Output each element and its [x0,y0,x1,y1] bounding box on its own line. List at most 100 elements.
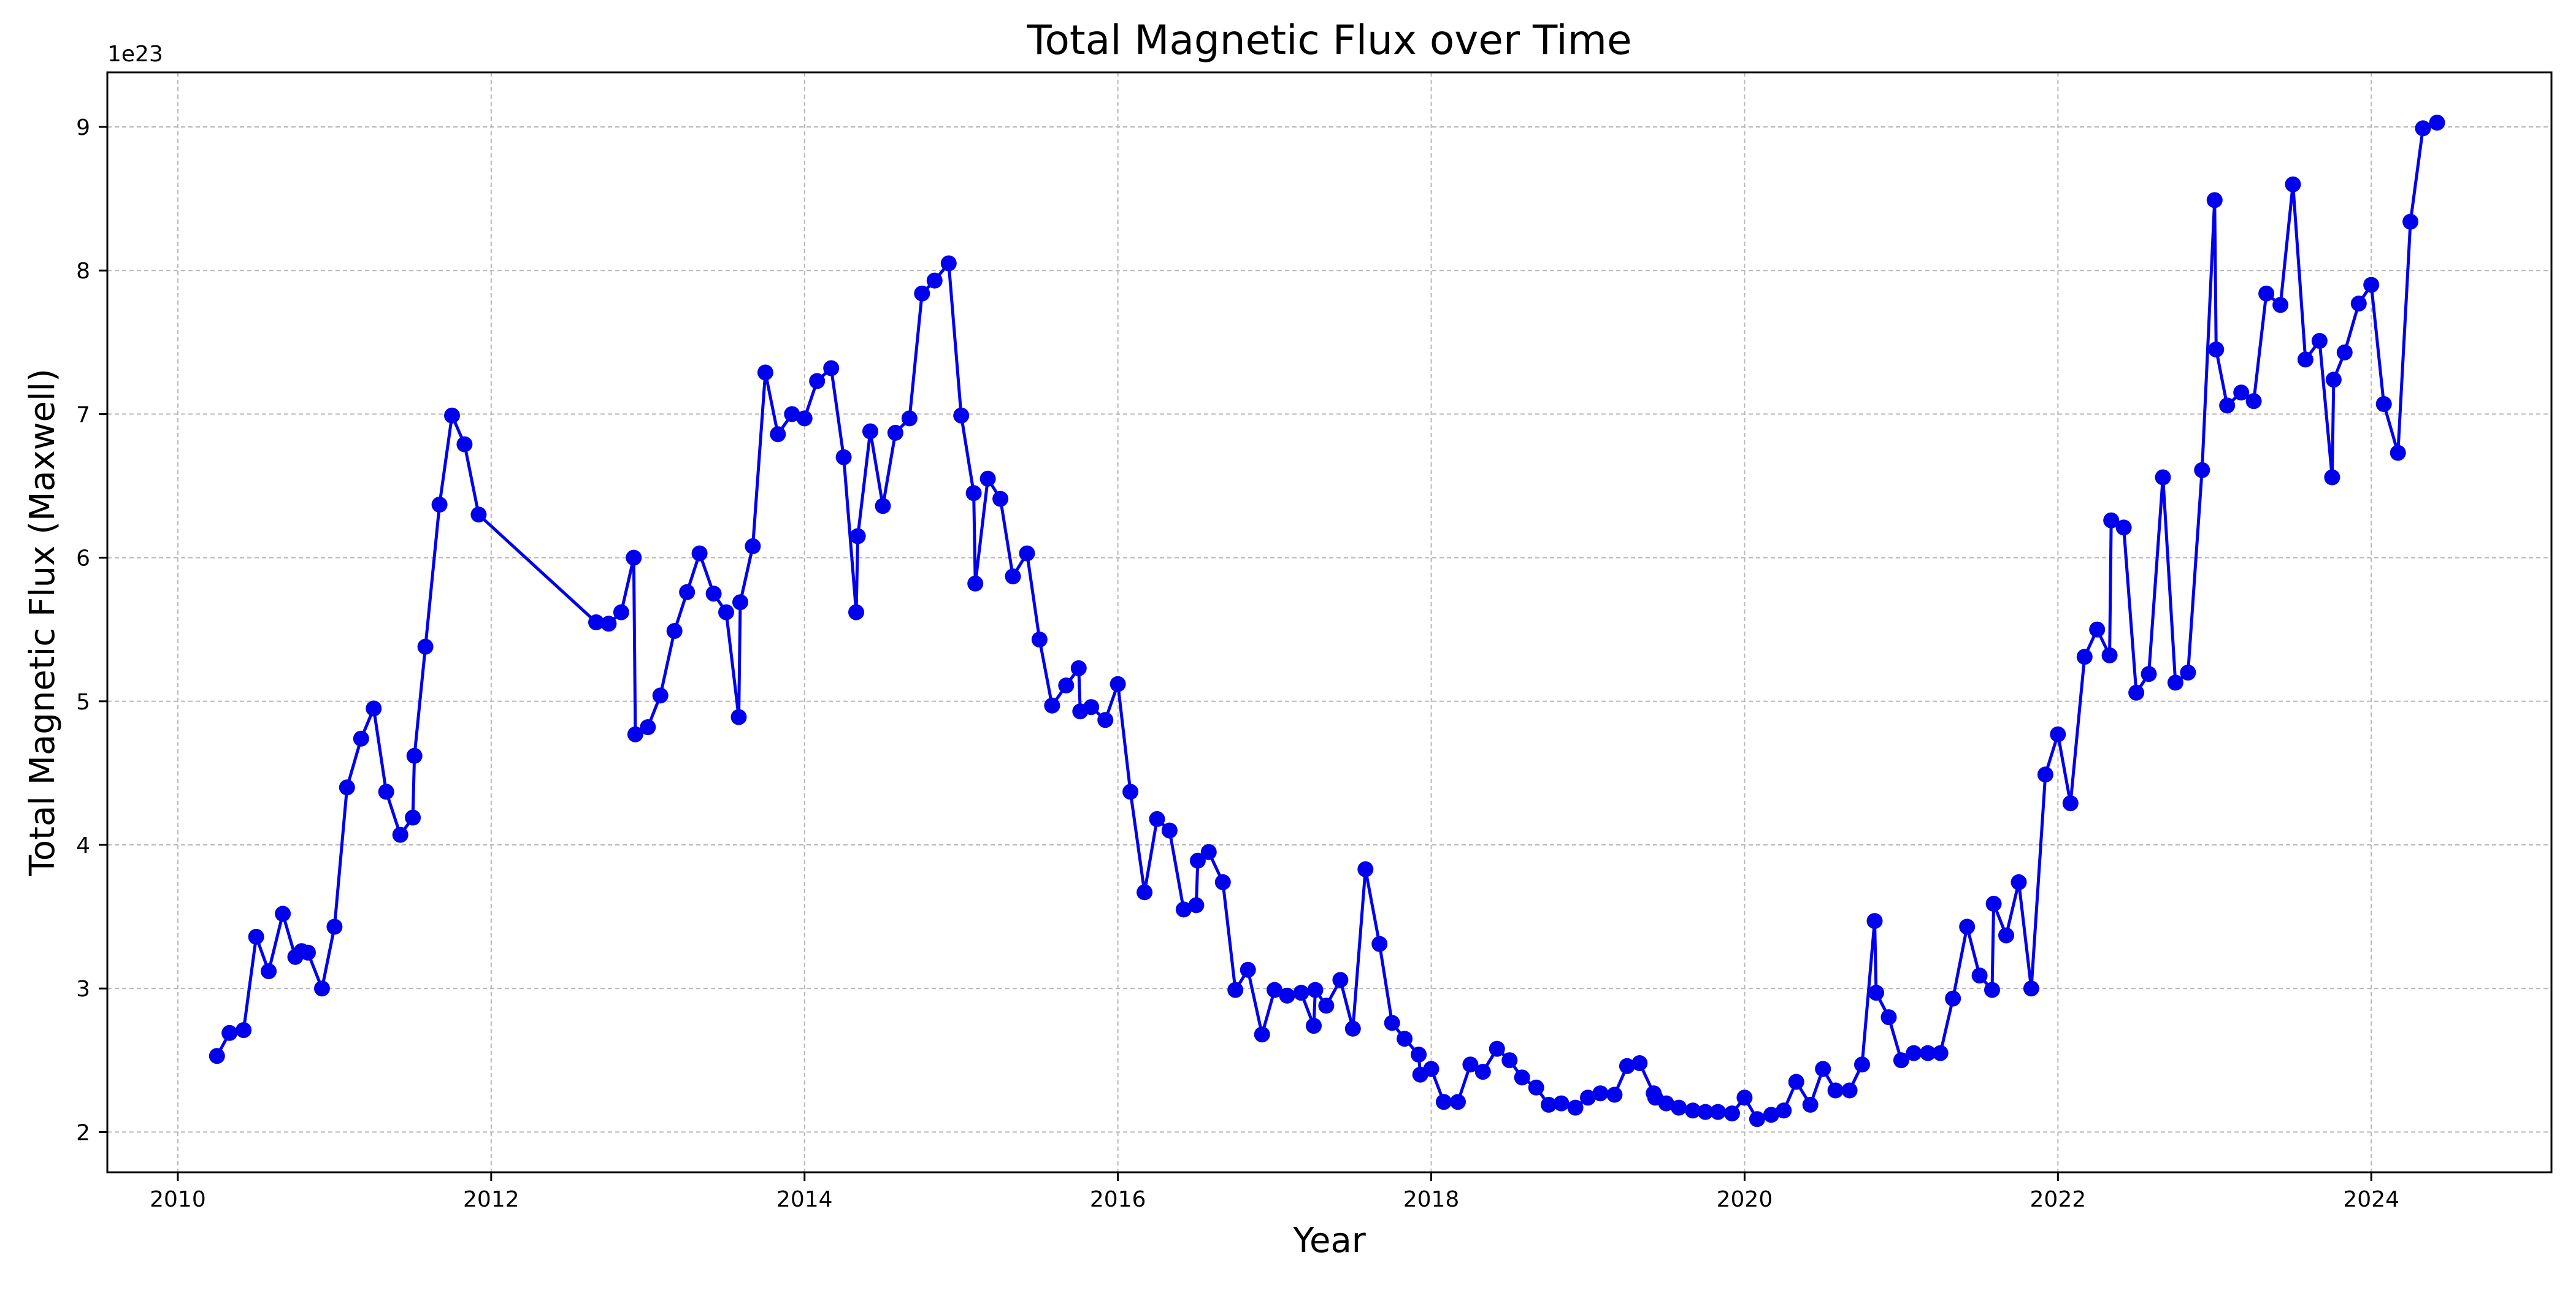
data-point [1137,884,1153,901]
data-point [1959,918,1976,935]
data-point [979,470,996,487]
data-point [1985,896,2002,912]
data-point [470,506,487,523]
data-point [417,638,434,655]
data-point [1866,913,1883,929]
data-point [1318,998,1335,1014]
data-point [691,545,708,562]
data-point [1267,982,1283,998]
data-point [745,538,761,554]
data-point [1514,1069,1530,1086]
data-point [353,730,369,747]
data-point [1279,987,1295,1004]
data-point [784,406,800,422]
data-point [1161,822,1178,839]
data-point [1658,1095,1674,1112]
x-tick-label: 2020 [1717,1187,1773,1212]
data-point [2062,795,2079,812]
data-point [679,584,696,600]
data-point [1332,972,1349,988]
data-point [1854,1056,1870,1073]
data-point [236,1022,252,1039]
data-point [1906,1045,1922,1061]
data-point [1619,1058,1635,1074]
data-point [1920,1045,1936,1061]
data-point [1606,1086,1623,1103]
data-point [2415,120,2431,137]
data-point [1474,1064,1491,1080]
data-point [209,1048,225,1064]
data-point [1005,568,1021,585]
data-point [1815,1061,1831,1077]
y-tick-label: 9 [76,115,90,140]
data-point [1306,1018,1322,1034]
data-point [261,963,277,980]
data-point [1827,1082,1844,1099]
data-point [2219,397,2236,414]
data-point [1031,632,1048,648]
data-point [1749,1111,1765,1128]
x-tick-label: 2014 [776,1187,833,1212]
chart-title: Total Magnetic Flux over Time [1026,17,1631,64]
data-point [914,285,930,302]
data-point [2180,665,2196,681]
data-point [1763,1107,1779,1123]
data-point [2089,621,2106,638]
data-point [1932,1045,1949,1061]
data-point [2390,445,2406,461]
data-point [2233,384,2250,401]
data-point [1736,1090,1753,1106]
data-point [1110,676,1126,692]
data-point [849,528,866,544]
data-point [1344,1020,1361,1037]
data-point [1240,961,1256,978]
data-point [405,809,421,826]
x-tick-label: 2010 [150,1187,206,1212]
data-point [600,616,617,632]
data-point [1357,861,1374,877]
data-point [326,918,343,935]
data-point [1685,1102,1701,1119]
y-tick-label: 5 [76,690,90,715]
y-tick-label: 7 [76,402,90,427]
data-point [2325,372,2342,388]
data-point [1580,1090,1596,1106]
data-point [2155,469,2171,486]
data-point [1044,697,1060,714]
data-point [887,424,903,441]
data-point [1553,1095,1570,1112]
data-point [300,944,316,961]
data-point [2128,684,2145,701]
axis-ticks: 2010 2012 2014 2016 2018 2020 2022 2024 2 3 4 5 6 7 8 9 [76,115,2399,1212]
data-point [1227,982,1244,998]
data-point [2363,277,2380,293]
data-point [901,410,918,427]
y-tick-label: 3 [76,977,90,1002]
data-point [640,719,656,735]
data-point [757,364,773,381]
data-point [1083,699,1100,716]
data-point [1528,1079,1544,1096]
data-point [862,423,878,440]
data-point [314,980,330,997]
data-point [992,490,1009,507]
x-tick-label: 2024 [2343,1187,2399,1212]
data-point [1592,1085,1609,1102]
data-point [730,709,747,725]
data-point [2011,874,2027,890]
y-axis-offset-label: 1e23 [107,42,163,67]
data-point [456,436,473,452]
data-point [823,360,840,376]
data-point [2167,674,2183,691]
data-point [1097,712,1114,728]
data-point [1188,897,1205,914]
data-point [1984,982,2000,998]
data-point [2258,285,2275,302]
data-point [221,1025,238,1041]
data-point [2272,297,2289,313]
data-point [2245,393,2262,410]
data-point [1175,901,1192,918]
data-point [2311,333,2328,349]
data-point [626,549,642,566]
x-tick-label: 2016 [1090,1187,1146,1212]
